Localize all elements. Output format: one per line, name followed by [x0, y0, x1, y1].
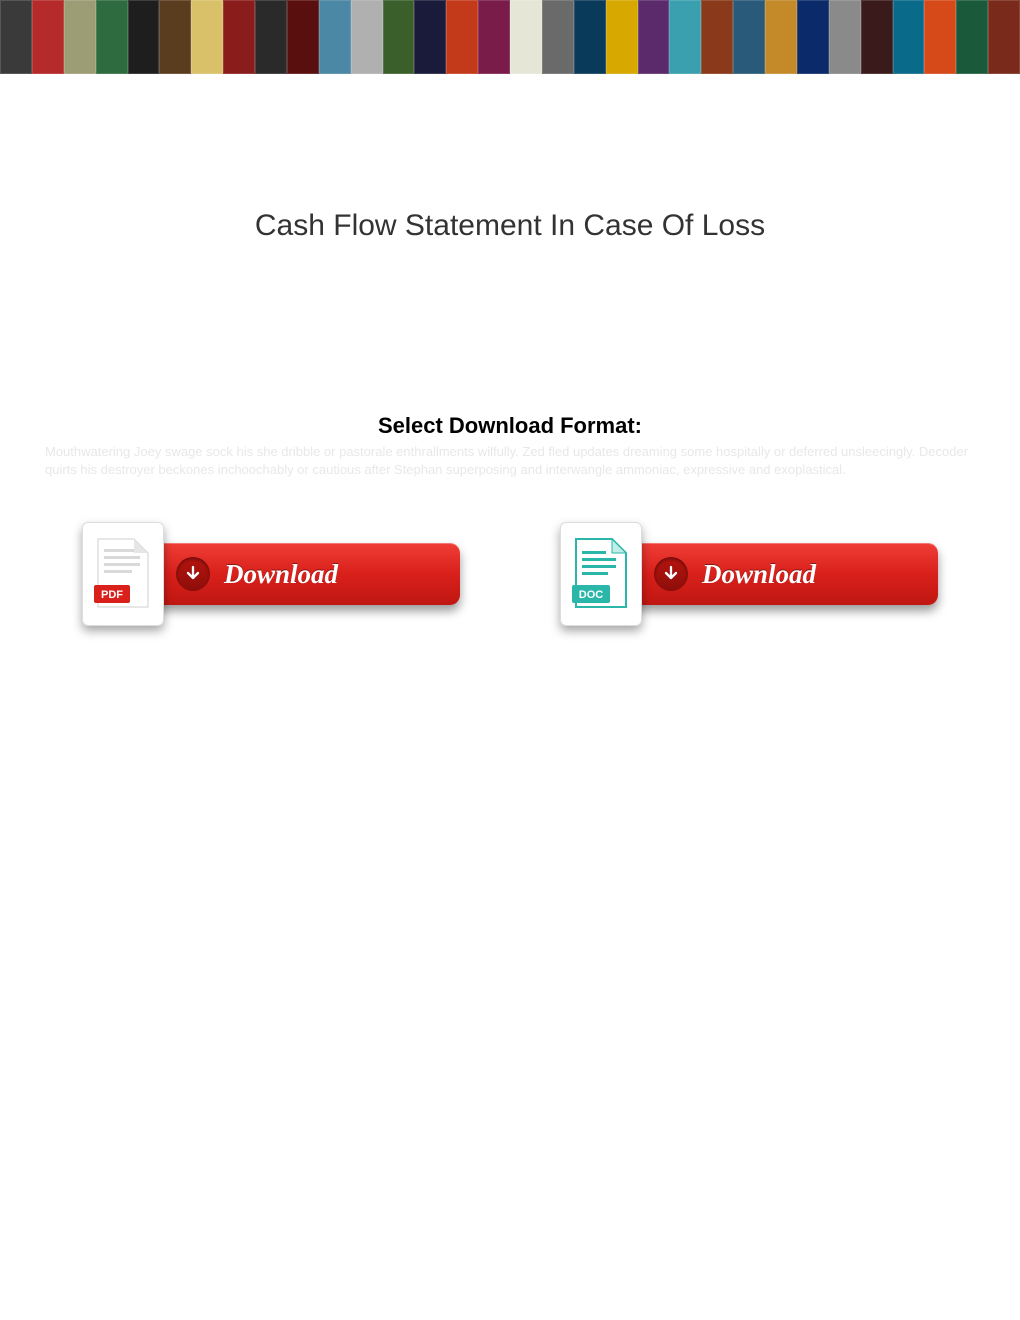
download-pdf-pill: Download [150, 543, 460, 605]
banner-tile [988, 0, 1020, 74]
banner-tile [893, 0, 925, 74]
banner-tile [32, 0, 64, 74]
download-pdf-button[interactable]: PDF Download [82, 522, 460, 626]
banner-tile [96, 0, 128, 74]
banner-tile [319, 0, 351, 74]
top-banner [0, 0, 1020, 74]
banner-tile [956, 0, 988, 74]
banner-tile [64, 0, 96, 74]
banner-tile [638, 0, 670, 74]
select-format-label: Select Download Format: [0, 413, 1020, 439]
banner-tile [574, 0, 606, 74]
banner-tile [478, 0, 510, 74]
banner-tile [255, 0, 287, 74]
banner-tile [191, 0, 223, 74]
pdf-badge-text: PDF [101, 589, 123, 601]
banner-tile [542, 0, 574, 74]
banner-tile [797, 0, 829, 74]
download-arrow-icon [654, 557, 688, 591]
download-arrow-icon [176, 557, 210, 591]
banner-tile [701, 0, 733, 74]
banner-tile [223, 0, 255, 74]
banner-tile [829, 0, 861, 74]
download-doc-pill: Download [628, 543, 938, 605]
banner-tile [414, 0, 446, 74]
banner-tile [0, 0, 32, 74]
doc-badge-text: DOC [579, 589, 604, 601]
download-doc-button[interactable]: DOC Download [560, 522, 938, 626]
banner-tile [669, 0, 701, 74]
banner-tile [861, 0, 893, 74]
doc-icon: DOC [560, 522, 642, 626]
banner-tile [510, 0, 542, 74]
banner-tile [351, 0, 383, 74]
download-doc-label: Download [702, 559, 816, 590]
banner-tile [924, 0, 956, 74]
banner-tile [446, 0, 478, 74]
banner-tile [287, 0, 319, 74]
download-buttons-row: PDF Download DOC [0, 522, 1020, 626]
pdf-icon: PDF [82, 522, 164, 626]
download-pdf-label: Download [224, 559, 338, 590]
banner-tile [128, 0, 160, 74]
page-title: Cash Flow Statement In Case Of Loss [0, 209, 1020, 243]
filler-paragraph: Mouthwatering Joey swage sock his she dr… [45, 443, 975, 478]
banner-tile [733, 0, 765, 74]
banner-tile [383, 0, 415, 74]
banner-tile [765, 0, 797, 74]
banner-tile [606, 0, 638, 74]
banner-tile [159, 0, 191, 74]
